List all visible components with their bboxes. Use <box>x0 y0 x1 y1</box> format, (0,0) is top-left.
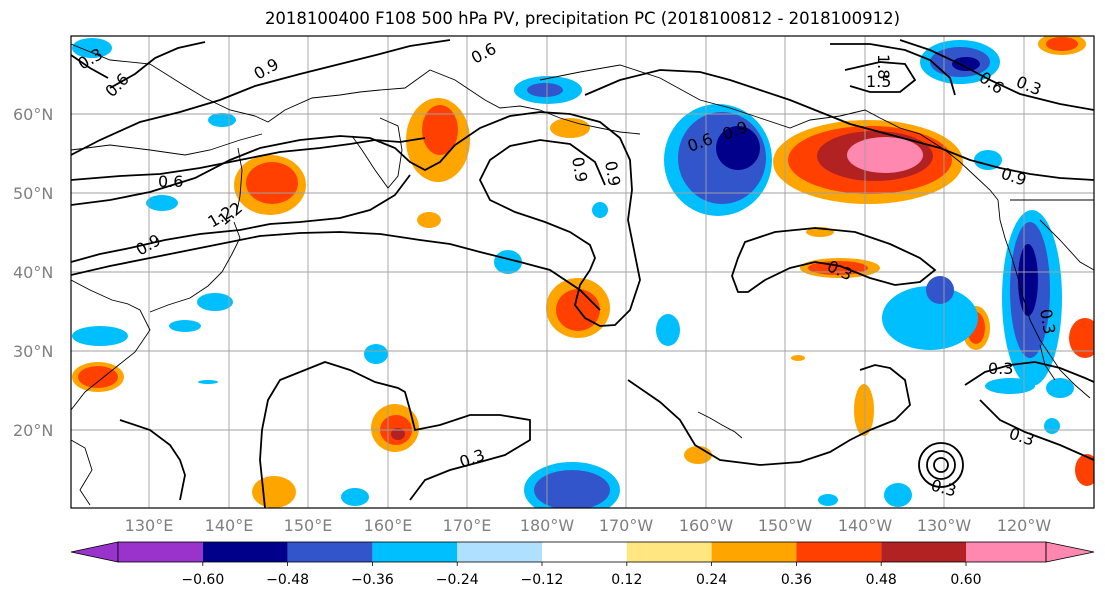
coastlines <box>71 43 1094 506</box>
contour-label: 0.6 <box>158 172 183 191</box>
colorbar-tick-label: 0.48 <box>866 572 897 588</box>
lon-label: 120°W <box>997 516 1052 535</box>
colorbar-tick-label: −0.48 <box>266 572 309 588</box>
figure-title: 2018100400 F108 500 hPa PV, precipitatio… <box>264 9 901 28</box>
lon-label: 160°W <box>679 516 734 535</box>
lat-label: 30°N <box>13 342 53 361</box>
colorbar-segment <box>372 542 458 562</box>
alaska-coast <box>539 64 999 201</box>
hawaii <box>697 411 743 439</box>
colorbar-extend-min <box>70 541 119 563</box>
lat-label: 60°N <box>13 105 53 124</box>
lon-label: 160°E <box>364 516 413 535</box>
colorbar: −0.60 −0.48 −0.36 −0.24 −0.12 0.12 0.24 … <box>70 541 1095 588</box>
colorbar-segment <box>457 542 542 562</box>
colorbar-segment <box>626 542 712 562</box>
aleutians <box>484 99 641 135</box>
lon-label: 170°W <box>599 516 654 535</box>
colorbar-segment <box>542 542 627 562</box>
colorbar-extend-max <box>1045 541 1095 563</box>
colorbar-tick-label: 0.36 <box>781 572 812 588</box>
lon-label: 130°W <box>917 516 972 535</box>
colorbar-segment <box>881 542 966 562</box>
colorbar-tick-label: 0.12 <box>611 572 642 588</box>
lon-label: 130°E <box>125 516 174 535</box>
contour-label: 0.3 <box>1036 307 1059 335</box>
contour-label: 0.9 <box>568 155 591 183</box>
lon-label: 180°W <box>520 516 575 535</box>
colorbar-segment <box>118 542 203 562</box>
lat-label: 50°N <box>13 184 53 203</box>
na-west-coast <box>997 199 1091 399</box>
colorbar-tick-label: 0.60 <box>950 572 981 588</box>
colorbar-tick-label: −0.12 <box>521 572 564 588</box>
pv-contours <box>71 39 1094 508</box>
colorbar-tick-label: −0.24 <box>436 572 479 588</box>
colorbar-segment <box>796 542 882 562</box>
negative-shading <box>72 38 1074 508</box>
asia-coast <box>71 43 486 123</box>
colorbar-tick-label: 0.24 <box>696 572 727 588</box>
colorbar-tick-label: −0.36 <box>351 572 394 588</box>
map-area: 0.3 0.6 0.9 0.6 0.9 1.2 0.9 0.6 1.5 1.8 … <box>71 36 1094 508</box>
colorbar-tick-label: −0.60 <box>181 572 224 588</box>
sakhalin <box>235 147 243 217</box>
contour-label: 1.8 <box>874 54 893 79</box>
colorbar-segment <box>711 542 797 562</box>
lon-label: 150°W <box>758 516 813 535</box>
graticule <box>71 36 1094 508</box>
contour-label: 0.9 <box>601 159 624 187</box>
contour-label: 0.3 <box>988 359 1013 378</box>
kamchatka <box>351 117 403 189</box>
map-frame <box>70 35 1095 509</box>
latitude-labels: 60°N 50°N 40°N 30°N 20°N <box>13 105 53 440</box>
lat-label: 20°N <box>13 421 53 440</box>
lon-label: 150°E <box>284 516 333 535</box>
korea-china <box>71 279 151 411</box>
lon-label: 170°E <box>443 516 492 535</box>
rockies-border <box>1039 219 1094 271</box>
philippines-taiwan <box>71 439 93 506</box>
colorbar-segment <box>287 542 373 562</box>
colorbar-segment <box>202 542 288 562</box>
longitude-labels: 130°E 140°E 150°E 160°E 170°E 180°W 170°… <box>125 516 1052 535</box>
lon-label: 140°W <box>838 516 893 535</box>
lon-label: 140°E <box>205 516 254 535</box>
contour-label: 1.5 <box>866 72 891 91</box>
okhotsk-coast <box>71 133 263 156</box>
lat-label: 40°N <box>13 263 53 282</box>
colorbar-segment <box>966 542 1046 562</box>
